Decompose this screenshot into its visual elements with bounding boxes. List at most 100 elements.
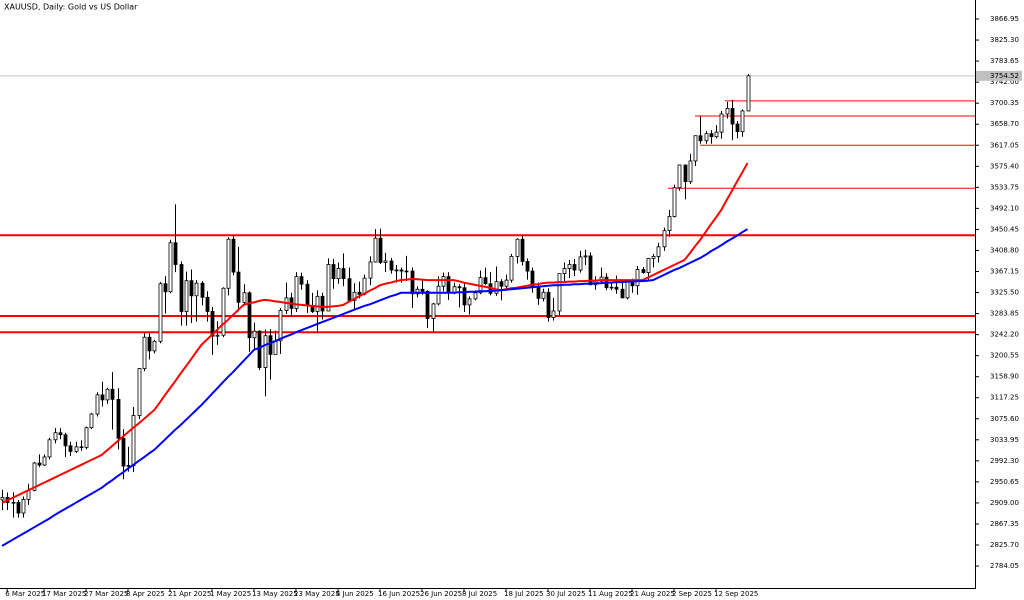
candle-body bbox=[567, 264, 572, 269]
y-tick-label: 2909.00 bbox=[990, 499, 1019, 507]
candle-body bbox=[231, 238, 236, 273]
candle-body bbox=[268, 335, 273, 355]
x-tick-label: 17 Mar 2025 bbox=[42, 590, 86, 598]
candle-body bbox=[126, 465, 131, 467]
candle-body bbox=[236, 271, 241, 303]
candle-body bbox=[336, 268, 341, 280]
candle-body bbox=[483, 277, 488, 285]
candle-body bbox=[667, 216, 672, 232]
candle-body bbox=[683, 164, 688, 183]
x-tick-label: 16 Jun 2025 bbox=[378, 590, 420, 598]
candle-body bbox=[131, 415, 136, 466]
candle-body bbox=[158, 283, 163, 342]
candle-body bbox=[79, 446, 84, 449]
candle-body bbox=[735, 123, 740, 133]
candle-body bbox=[16, 502, 21, 514]
candle-body bbox=[557, 273, 562, 312]
candle-body bbox=[320, 295, 325, 312]
y-tick-label: 3325.50 bbox=[990, 289, 1019, 297]
candle-body bbox=[147, 336, 152, 352]
candle-body bbox=[226, 238, 231, 289]
candle-body bbox=[431, 303, 436, 319]
candle-body bbox=[651, 256, 656, 259]
y-tick-label: 2867.35 bbox=[990, 520, 1019, 528]
candle-body bbox=[137, 368, 142, 416]
candle-body bbox=[315, 295, 320, 312]
candle-body bbox=[693, 135, 698, 162]
candle-body bbox=[536, 286, 541, 299]
candle-body bbox=[173, 242, 178, 265]
candle-body bbox=[688, 160, 693, 183]
candle-body bbox=[740, 110, 745, 133]
candle-body bbox=[247, 292, 252, 339]
x-tick-label: 1 May 2025 bbox=[210, 590, 251, 598]
candle-body bbox=[58, 432, 63, 436]
candle-body bbox=[373, 237, 378, 263]
candle-body bbox=[436, 285, 441, 305]
candle-body bbox=[357, 291, 362, 295]
y-tick-label: 3575.40 bbox=[990, 162, 1019, 170]
candle-body bbox=[562, 268, 567, 274]
candle-body bbox=[389, 260, 394, 271]
candle-body bbox=[221, 287, 226, 336]
x-tick-label: 8 Jul 2025 bbox=[462, 590, 497, 598]
candle-body bbox=[672, 187, 677, 217]
last-price-box bbox=[976, 70, 1022, 81]
candle-body bbox=[452, 286, 457, 293]
x-tick-label: 21 Apr 2025 bbox=[168, 590, 211, 598]
y-tick-label: 3700.35 bbox=[990, 99, 1019, 107]
x-tick-label: 21 Aug 2025 bbox=[630, 590, 675, 598]
candle-body bbox=[394, 269, 399, 272]
candle-body bbox=[179, 264, 184, 312]
candle-body bbox=[184, 280, 189, 312]
x-tick-label: 26 Jun 2025 bbox=[420, 590, 462, 598]
candle-body bbox=[11, 502, 16, 504]
candle-body bbox=[331, 264, 336, 280]
candle-body bbox=[215, 334, 220, 337]
x-tick-label: 4 Jun 2025 bbox=[336, 590, 374, 598]
chart-title: XAUUSD, Daily: Gold vs US Dollar bbox=[4, 3, 138, 12]
candle-body bbox=[614, 286, 619, 290]
candle-body bbox=[625, 281, 630, 299]
candle-body bbox=[121, 437, 126, 467]
candle-body bbox=[698, 135, 703, 142]
candle-body bbox=[37, 462, 42, 466]
candle-body bbox=[105, 388, 110, 401]
candle-body bbox=[646, 258, 651, 273]
candle-body bbox=[362, 277, 367, 295]
candle-body bbox=[583, 255, 588, 258]
candle-body bbox=[709, 133, 714, 138]
candle-body bbox=[656, 246, 661, 257]
candle-body bbox=[399, 269, 404, 272]
y-tick-label: 3533.75 bbox=[990, 183, 1019, 191]
candle-body bbox=[299, 276, 304, 285]
y-tick-label: 3492.10 bbox=[990, 204, 1019, 212]
candle-body bbox=[32, 462, 37, 491]
candle-body bbox=[541, 291, 546, 299]
candle-body bbox=[95, 394, 100, 415]
candle-body bbox=[273, 340, 278, 355]
candle-body bbox=[509, 256, 514, 281]
candle-body bbox=[68, 445, 73, 452]
y-tick-label: 3117.25 bbox=[990, 394, 1019, 402]
candle-body bbox=[189, 280, 194, 297]
candle-body bbox=[620, 288, 625, 299]
moving-average bbox=[1, 228, 748, 547]
candle-body bbox=[425, 290, 430, 319]
candle-body bbox=[53, 432, 58, 441]
candle-body bbox=[110, 388, 115, 400]
candle-body bbox=[63, 434, 68, 447]
candle-body bbox=[462, 287, 467, 306]
candle-body bbox=[725, 108, 730, 115]
x-tick-label: 18 Jul 2025 bbox=[504, 590, 544, 598]
candle-body bbox=[515, 238, 520, 257]
moving-average bbox=[1, 162, 749, 504]
candle-body bbox=[263, 335, 268, 368]
candle-body bbox=[730, 108, 735, 125]
candle-body bbox=[473, 292, 478, 300]
x-tick-label: 12 Sep 2025 bbox=[714, 590, 758, 598]
candle-body bbox=[609, 286, 614, 289]
candle-body bbox=[200, 282, 205, 298]
